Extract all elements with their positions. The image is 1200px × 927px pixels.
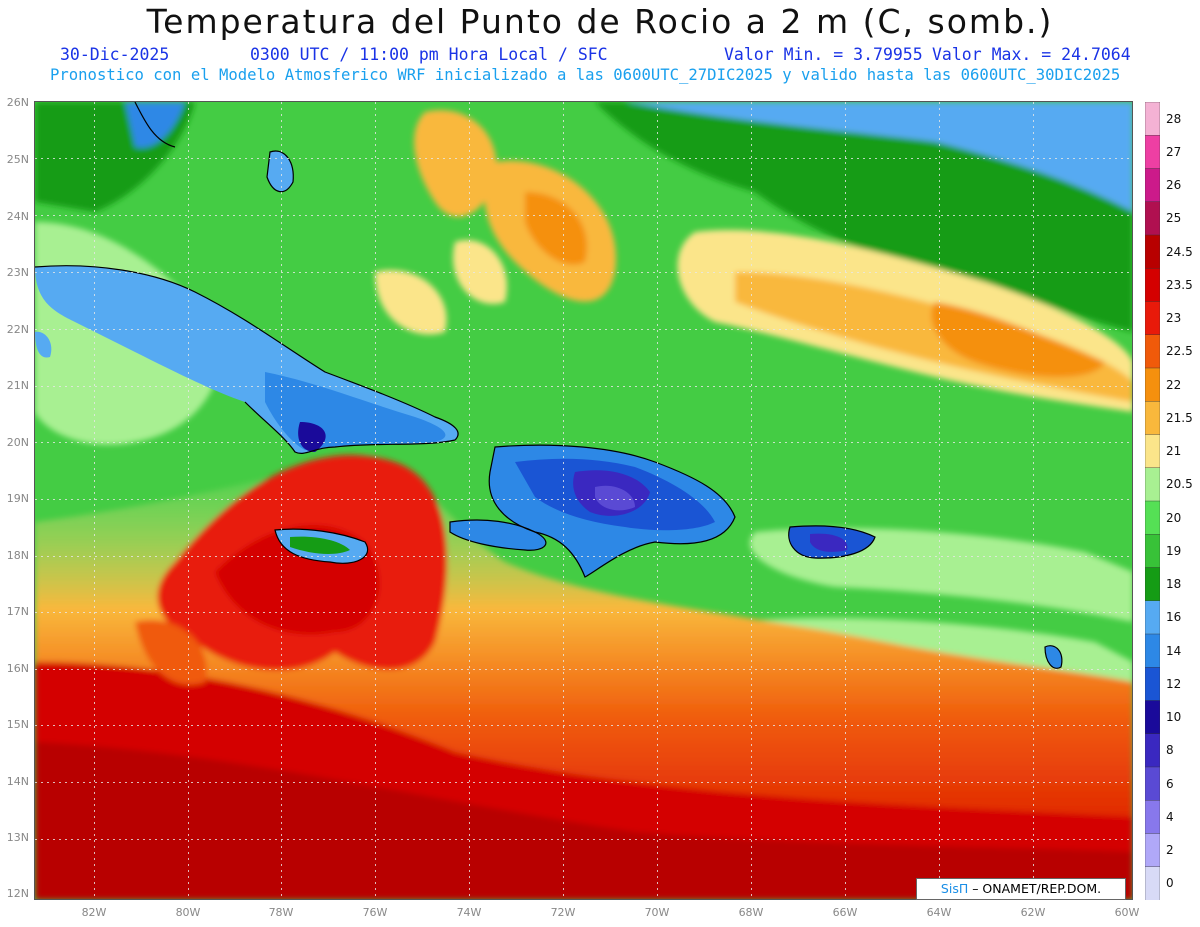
legend-label: 16 xyxy=(1166,610,1182,625)
legend-swatch xyxy=(1145,234,1160,269)
lat-label: 26N xyxy=(6,96,29,109)
credit-box: SisΠ – ONAMET/REP.DOM. xyxy=(916,878,1126,900)
lat-label: 16N xyxy=(6,662,29,675)
lat-label: 23N xyxy=(6,266,29,279)
dewpoint-map xyxy=(35,102,1133,900)
lat-label: 18N xyxy=(6,549,29,562)
legend-swatch xyxy=(1145,866,1160,900)
lat-label: 20N xyxy=(6,436,29,449)
legend-label: 20 xyxy=(1166,510,1182,525)
time-info: 0300 UTC / 11:00 pm Hora Local / SFC xyxy=(250,45,608,64)
forecast-date: 30-Dic-2025 xyxy=(60,45,170,64)
legend-label: 10 xyxy=(1166,710,1182,725)
lon-label: 62W xyxy=(1020,906,1046,919)
legend-label: 12 xyxy=(1166,676,1182,691)
legend-label: 2 xyxy=(1166,843,1174,858)
legend-swatch xyxy=(1145,102,1160,136)
legend-swatch xyxy=(1145,401,1160,436)
legend-label: 14 xyxy=(1166,643,1182,658)
legend-label: 4 xyxy=(1166,809,1174,824)
legend-swatch xyxy=(1145,667,1160,702)
lon-label: 70W xyxy=(644,906,670,919)
coastlines xyxy=(35,102,1063,669)
legend-label: 22.5 xyxy=(1166,344,1193,359)
legend-label: 24.5 xyxy=(1166,244,1193,259)
lon-label: 60W xyxy=(1114,906,1140,919)
legend-label: 25 xyxy=(1166,211,1182,226)
legend-label: 0 xyxy=(1166,876,1174,891)
legend-label: 28 xyxy=(1166,111,1182,126)
lat-label: 17N xyxy=(6,605,29,618)
legend-label: 8 xyxy=(1166,743,1174,758)
lon-label: 68W xyxy=(738,906,764,919)
legend-swatch xyxy=(1145,700,1160,735)
legend-label: 6 xyxy=(1166,776,1174,791)
legend-label: 18 xyxy=(1166,577,1182,592)
legend-swatch xyxy=(1145,633,1160,668)
legend-label: 23 xyxy=(1166,311,1182,326)
lat-label: 14N xyxy=(6,775,29,788)
dry-land-areas xyxy=(35,151,1062,669)
lon-label: 80W xyxy=(175,906,201,919)
legend-swatch xyxy=(1145,301,1160,336)
map-title: Temperatura del Punto de Rocio a 2 m (C,… xyxy=(146,2,1054,41)
legend-swatch xyxy=(1145,500,1160,535)
legend-swatch xyxy=(1145,201,1160,236)
lon-label: 78W xyxy=(268,906,294,919)
lat-label: 15N xyxy=(6,718,29,731)
color-legend xyxy=(1145,102,1160,900)
legend-label: 20.5 xyxy=(1166,477,1193,492)
legend-swatch xyxy=(1145,268,1160,303)
lat-label: 24N xyxy=(6,210,29,223)
legend-swatch xyxy=(1145,766,1160,801)
lat-lon-grid xyxy=(35,102,1133,900)
lon-label: 72W xyxy=(550,906,576,919)
legend-label: 22 xyxy=(1166,377,1182,392)
max-value: Valor Max. = 24.7064 xyxy=(932,45,1131,64)
legend-label: 21 xyxy=(1166,444,1182,459)
dewpoint-shading xyxy=(35,102,1133,900)
legend-swatch xyxy=(1145,135,1160,170)
legend-swatch xyxy=(1145,733,1160,768)
legend-label: 26 xyxy=(1166,178,1182,193)
legend-swatch xyxy=(1145,434,1160,469)
legend-label: 23.5 xyxy=(1166,277,1193,292)
lon-label: 74W xyxy=(456,906,482,919)
legend-swatch xyxy=(1145,833,1160,868)
legend-swatch xyxy=(1145,334,1160,369)
lon-label: 76W xyxy=(362,906,388,919)
legend-swatch xyxy=(1145,467,1160,502)
lon-label: 64W xyxy=(926,906,952,919)
legend-swatch xyxy=(1145,534,1160,569)
legend-swatch xyxy=(1145,600,1160,635)
legend-swatch xyxy=(1145,567,1160,602)
lat-label: 22N xyxy=(6,323,29,336)
lon-label: 66W xyxy=(832,906,858,919)
legend-label: 19 xyxy=(1166,543,1182,558)
lat-label: 19N xyxy=(6,492,29,505)
legend-label: 21.5 xyxy=(1166,410,1193,425)
legend-label: 27 xyxy=(1166,144,1182,159)
lon-label: 82W xyxy=(81,906,107,919)
legend-swatch xyxy=(1145,800,1160,835)
model-info: Pronostico con el Modelo Atmosferico WRF… xyxy=(50,66,1121,84)
legend-swatch xyxy=(1145,367,1160,402)
lat-label: 21N xyxy=(6,379,29,392)
credit-text: – ONAMET/REP.DOM. xyxy=(968,881,1102,896)
lat-label: 12N xyxy=(6,887,29,900)
lat-label: 13N xyxy=(6,831,29,844)
sis-logo-text: SisΠ xyxy=(940,881,969,896)
legend-swatch xyxy=(1145,168,1160,203)
lat-label: 25N xyxy=(6,153,29,166)
min-value: Valor Min. = 3.79955 xyxy=(724,45,923,64)
